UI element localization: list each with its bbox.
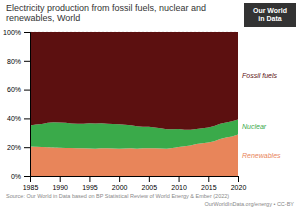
tick-mark	[30, 176, 31, 182]
tick-mark	[149, 176, 150, 182]
tick: 1990	[52, 176, 68, 191]
axis-line	[24, 33, 31, 177]
tick: 40%	[7, 115, 30, 122]
tick-mark	[238, 176, 239, 182]
tick-mark	[24, 90, 30, 91]
tick-label: 80%	[7, 58, 21, 65]
tick-label: 2005	[142, 184, 158, 191]
tick-mark	[24, 147, 30, 148]
tick-mark	[24, 32, 30, 33]
tick: 2015	[201, 176, 217, 191]
title: Electricity production from fossil fuels…	[6, 3, 206, 23]
tick-label: 20%	[7, 144, 21, 151]
text-line: Electricity production from fossil fuels…	[6, 3, 206, 13]
chart-container: Electricity production from fossil fuels…	[0, 0, 300, 212]
tick: 80%	[7, 58, 30, 65]
tick: 60%	[7, 86, 30, 93]
tick-mark	[24, 61, 30, 62]
axis-line	[31, 177, 239, 183]
tick: 1985	[23, 176, 39, 191]
areas	[30, 32, 238, 176]
tick: 2020	[231, 176, 247, 191]
source-text: Source: Our World in Data based on BP St…	[6, 193, 229, 199]
tick-mark	[179, 176, 180, 182]
tick-mark	[119, 176, 120, 182]
tick-label: 0%	[11, 173, 21, 180]
tick-mark	[208, 176, 209, 182]
logo-text: Our Worldin Data	[253, 7, 287, 22]
text-line: Our World	[253, 7, 287, 14]
tick-label: 1990	[52, 184, 68, 191]
tick: 2010	[171, 176, 187, 191]
series-label: Nuclear	[242, 123, 267, 130]
tick-label: 2015	[201, 184, 217, 191]
tick-label: 40%	[7, 115, 21, 122]
y-axis: 0% 20% 40% 60% 80% 100%	[3, 29, 30, 180]
tick: 2005	[142, 176, 158, 191]
tick: 100%	[3, 29, 30, 36]
tick-label: 60%	[7, 86, 21, 93]
tick-label: 2000	[112, 184, 128, 191]
tick-mark	[24, 118, 30, 119]
tick-label: 100%	[3, 29, 21, 36]
tick: 0%	[11, 173, 30, 180]
grid	[30, 32, 238, 176]
logo: Our Worldin Data	[244, 3, 296, 27]
series-label: Renewables	[242, 152, 281, 159]
x-axis: 1985 1990 1995 2000 2005 2010 2015 2020	[23, 176, 247, 191]
tick: 20%	[7, 144, 30, 151]
tick-label: 2010	[171, 184, 187, 191]
text-line: in Data	[258, 15, 281, 22]
logo-box	[244, 3, 296, 27]
series-labels: Renewables Nuclear Fossil fuels	[242, 72, 281, 159]
tick-mark	[60, 176, 61, 182]
series-label: Fossil fuels	[242, 72, 278, 79]
tick: 1995	[82, 176, 98, 191]
tick-label: 1995	[82, 184, 98, 191]
tick-mark	[24, 176, 30, 177]
area	[30, 32, 238, 130]
tick-mark	[89, 176, 90, 182]
chart: Electricity production from fossil fuels…	[0, 0, 300, 212]
tick-label: 2020	[231, 184, 247, 191]
tick-label: 1985	[23, 184, 39, 191]
tick: 2000	[112, 176, 128, 191]
plot: 0% 20% 40% 60% 80% 100% 1985 1990 1995 2000 2005 20…	[3, 29, 246, 191]
text-line: Source: Our World in Data based on BP St…	[6, 193, 229, 199]
text-line: renewables, World	[6, 13, 80, 23]
credit-text: OurWorldInData.org/energy • CC-BY	[204, 201, 294, 207]
